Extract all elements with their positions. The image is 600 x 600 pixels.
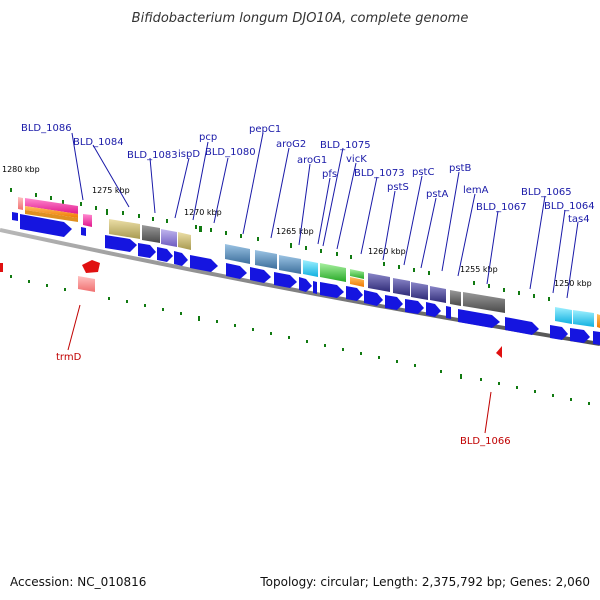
cds-arrow [138, 243, 156, 258]
tick-label: 1260 kbp [368, 247, 406, 256]
feature-bar [25, 206, 78, 218]
gene-label: BLD_1084 [73, 137, 124, 148]
gene-label: BLD_1073 [354, 168, 405, 179]
cds-arrow [458, 309, 500, 328]
scale-ticks-inner [10, 275, 590, 405]
cds-arrow [550, 325, 568, 340]
feature-bar [350, 269, 364, 279]
feature-bar [18, 197, 23, 210]
feature-bar [320, 263, 346, 282]
cds-arrow [346, 286, 363, 301]
gene-label: pstS [387, 182, 409, 193]
gene-label: trmD [56, 352, 82, 363]
feature-bar [450, 290, 461, 306]
gene-label: BLD_1075 [320, 140, 371, 151]
gene-label: pcp [199, 132, 217, 143]
gene-label: BLD_1080 [205, 147, 256, 158]
feature-bar [555, 307, 572, 324]
feature-bar [178, 232, 191, 250]
feature-bar [350, 277, 364, 287]
cds-arrow [157, 247, 173, 262]
feature-bar [430, 286, 446, 303]
cds-arrow [190, 255, 218, 272]
tick-label: 1250 kbp [554, 279, 592, 288]
cds-arrow [12, 212, 18, 221]
feature-bar [411, 282, 428, 300]
cds-arrow [81, 227, 86, 236]
cds-arrow [505, 317, 539, 335]
gene-label: BLD_1064 [544, 201, 595, 212]
gene-label: tas4 [568, 214, 590, 225]
cds-arrow [274, 272, 297, 288]
gene-label: pstA [426, 189, 448, 200]
feature-bar [78, 276, 95, 292]
feature-bar [368, 273, 390, 292]
feature-bar [109, 219, 140, 239]
cds-arrow-reverse [0, 263, 3, 272]
tick-label: 1270 kbp [184, 208, 222, 217]
feature-bar [573, 310, 594, 327]
genome-summary-text: Topology: circular; Length: 2,375,792 bp… [259, 575, 590, 589]
accession-text: Accession: NC_010816 [10, 575, 146, 589]
tick-label: 1265 kbp [276, 227, 314, 236]
map-title: Bifidobacterium longum DJO10A, complete … [132, 11, 469, 26]
cds-arrow [385, 295, 403, 310]
feature-bars [18, 197, 600, 328]
cds-arrow [320, 282, 344, 298]
cds-arrow [105, 235, 137, 252]
feature-bar [303, 260, 318, 277]
cds-arrow [405, 299, 424, 314]
tick-label: 1280 kbp [2, 165, 40, 174]
leader-lines [71, 132, 579, 299]
cds-arrow [226, 263, 247, 279]
gene-labels: BLD_1086 BLD_1084 BLD_1083 ispD pcp BLD_… [21, 123, 595, 447]
gene-label: pepC1 [249, 124, 281, 135]
reverse-features [0, 260, 502, 358]
gene-label: pfs [322, 169, 337, 180]
scale-labels: 1280 kbp 1275 kbp 1270 kbp 1265 kbp 1260… [2, 165, 592, 288]
cds-arrow [174, 251, 188, 266]
feature-bar [25, 210, 78, 222]
gene-label: BLD_1086 [21, 123, 72, 134]
feature-bar [142, 225, 160, 243]
tick-label: 1275 kbp [92, 186, 130, 195]
cds-arrow [250, 267, 271, 283]
cds-arrow-reverse [496, 346, 502, 358]
gene-label: aroG1 [297, 155, 327, 166]
feature-bar [25, 198, 78, 214]
cds-arrow [446, 306, 451, 319]
cds-arrow [593, 331, 600, 345]
cds-arrow [570, 328, 590, 343]
feature-bar [279, 255, 301, 274]
cds-arrow [20, 214, 72, 237]
cds-arrow [426, 302, 441, 317]
tick-label: 1255 kbp [460, 265, 498, 274]
gene-label: aroG2 [276, 139, 306, 150]
feature-bar [161, 229, 177, 247]
gene-label: lemA [463, 185, 489, 196]
cds-arrows [12, 212, 600, 345]
gene-label: ispD [178, 149, 200, 160]
feature-bar [393, 278, 410, 296]
feature-bar [225, 244, 250, 264]
gene-label: BLD_1083 [127, 150, 178, 161]
gene-label: vicK [346, 154, 367, 165]
scale-ticks-outer [10, 188, 550, 301]
feature-bar [463, 292, 505, 313]
gene-label: BLD_1067 [476, 202, 527, 213]
feature-bar [255, 250, 277, 269]
cds-arrow [299, 277, 312, 292]
leader-lines-reverse [67, 304, 492, 434]
gene-label: pstB [449, 163, 471, 174]
cds-arrow [313, 281, 317, 294]
feature-bar [83, 214, 92, 227]
cds-arrow [364, 290, 383, 306]
feature-bar [597, 314, 600, 328]
gene-label: BLD_1065 [521, 187, 572, 198]
cds-arrow-reverse [82, 260, 100, 273]
gene-label: BLD_1066 [460, 436, 511, 447]
gene-label: pstC [412, 167, 434, 178]
